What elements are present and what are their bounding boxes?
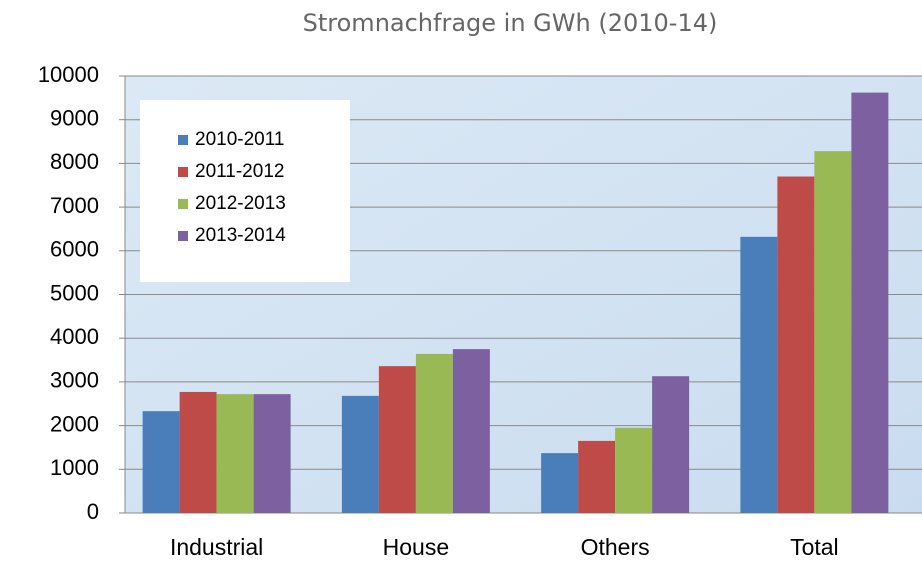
x-tick-label: Total (790, 534, 839, 560)
x-tick-label: Others (581, 534, 650, 560)
y-tick-label: 5000 (50, 280, 99, 305)
bar (814, 151, 852, 513)
legend-box (140, 100, 350, 282)
bar (216, 394, 254, 513)
bar (740, 236, 778, 514)
bar (142, 411, 180, 513)
bar (415, 353, 453, 513)
y-tick-label: 9000 (50, 106, 99, 131)
bar (341, 395, 379, 513)
legend-label: 2011-2012 (195, 161, 284, 182)
legend-label: 2012-2013 (195, 193, 286, 214)
legend-label: 2013-2014 (195, 225, 286, 246)
bar (615, 427, 653, 513)
y-tick-label: 8000 (50, 149, 99, 174)
bar (452, 349, 490, 513)
bar (541, 453, 579, 513)
bar (179, 391, 217, 513)
y-tick-label: 2000 (50, 411, 99, 436)
legend-swatch (178, 231, 188, 241)
legend-label: 2010-2011 (195, 129, 284, 150)
bar (851, 92, 889, 513)
chart-title: Stromnachfrage in GWh (2010-14) (303, 9, 718, 37)
bar (378, 366, 416, 513)
bar (777, 176, 815, 513)
x-tick-label: Industrial (170, 534, 263, 560)
x-tick-label: House (383, 534, 449, 560)
y-tick-label: 0 (87, 499, 99, 524)
bar (652, 376, 690, 513)
y-tick-label: 6000 (50, 237, 99, 262)
bar (253, 394, 291, 513)
bar (578, 440, 616, 513)
y-tick-label: 3000 (50, 368, 99, 393)
y-tick-label: 7000 (50, 193, 99, 218)
y-tick-label: 1000 (50, 455, 99, 480)
y-tick-label: 10000 (38, 62, 99, 87)
legend-swatch (178, 135, 188, 145)
y-tick-label: 4000 (50, 324, 99, 349)
legend-swatch (178, 167, 188, 177)
legend-swatch (178, 199, 188, 209)
